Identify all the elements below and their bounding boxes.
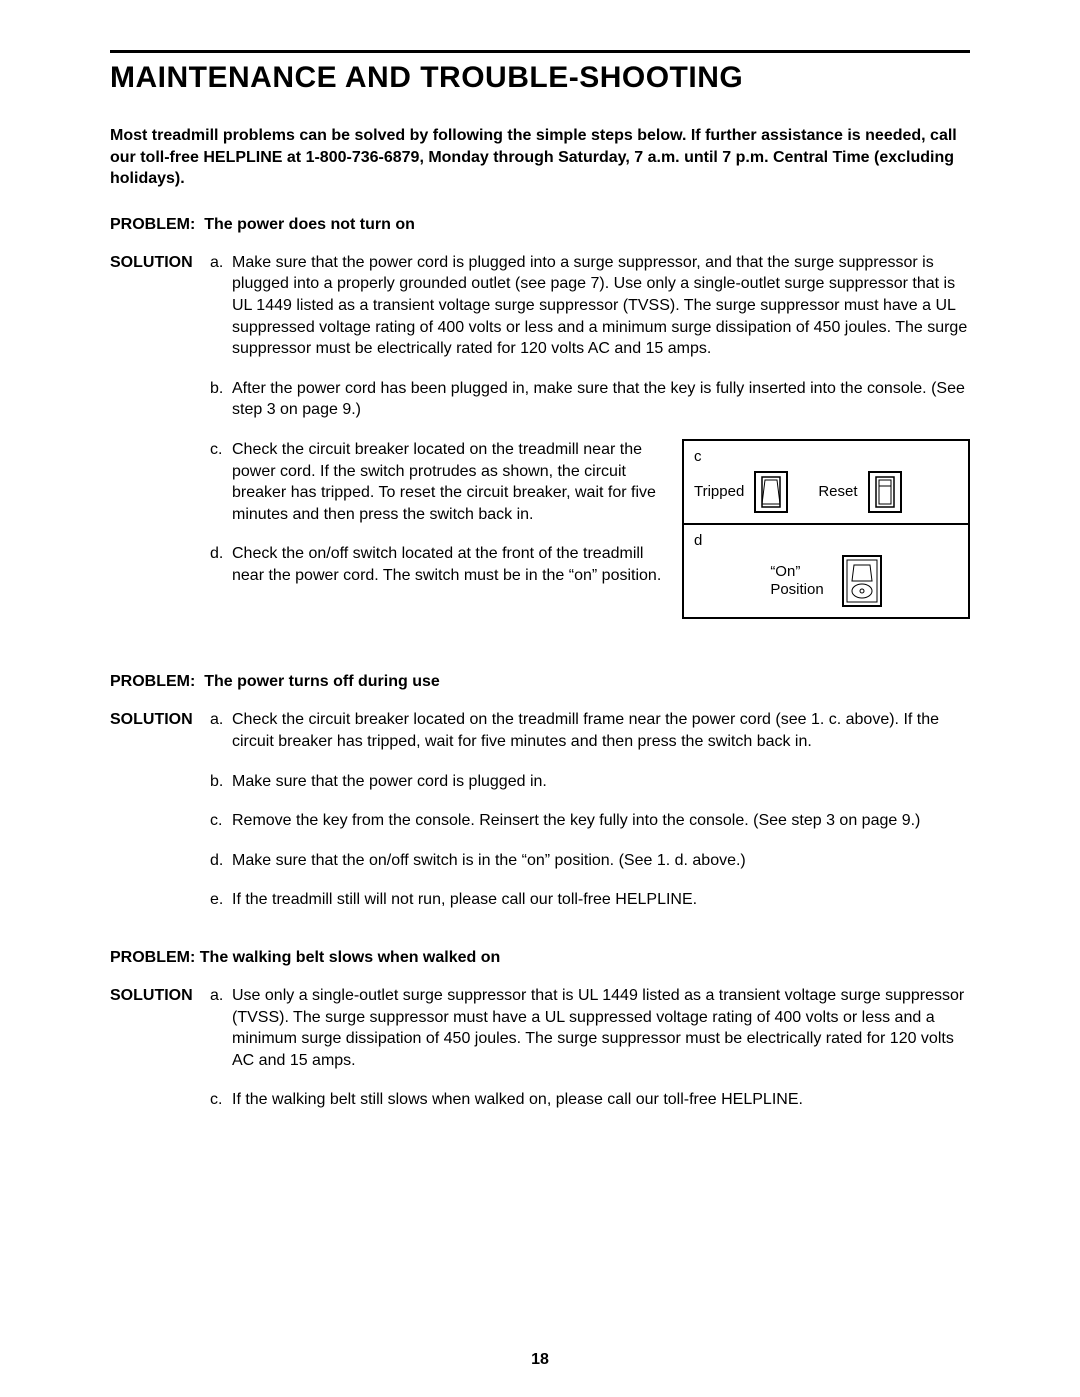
- solution-label: SOLUTION: [110, 985, 210, 1111]
- problem-text: The walking belt slows when walked on: [200, 949, 501, 966]
- p2-item-c: c. Remove the key from the console. Rein…: [210, 810, 970, 832]
- solution-label: SOLUTION: [110, 709, 210, 911]
- item-text: Check the circuit breaker located on the…: [232, 709, 970, 752]
- item-letter: a.: [210, 709, 232, 752]
- problem-3-heading: PROBLEM: The walking belt slows when wal…: [110, 949, 970, 967]
- top-rule: [110, 50, 970, 53]
- item-text: Remove the key from the console. Reinser…: [232, 810, 970, 832]
- p1-item-c: c. Check the circuit breaker located on …: [210, 439, 664, 525]
- item-letter: a.: [210, 252, 232, 360]
- reset-switch-icon: [868, 471, 902, 513]
- p2-item-d: d. Make sure that the on/off switch is i…: [210, 850, 970, 872]
- p1-item-b: b. After the power cord has been plugged…: [210, 378, 970, 421]
- solution-1: SOLUTION a. Make sure that the power cor…: [110, 252, 970, 620]
- problem-text: The power turns off during use: [204, 673, 440, 690]
- item-letter: a.: [210, 985, 232, 1071]
- problem-2-heading: PROBLEM: The power turns off during use: [110, 673, 970, 691]
- p3-item-a: a. Use only a single-outlet surge suppre…: [210, 985, 970, 1071]
- figure-d-label: d: [694, 531, 958, 551]
- on-switch-icon: [842, 555, 882, 607]
- p2-item-a: a. Check the circuit breaker located on …: [210, 709, 970, 752]
- p3-item-c: c. If the walking belt still slows when …: [210, 1089, 970, 1111]
- item-letter: c.: [210, 810, 232, 832]
- solution-label: SOLUTION: [110, 252, 210, 620]
- item-text: After the power cord has been plugged in…: [232, 378, 970, 421]
- item-letter: d.: [210, 543, 232, 586]
- p1-item-d: d. Check the on/off switch located at th…: [210, 543, 664, 586]
- problem-label: PROBLEM:: [110, 673, 195, 690]
- intro-paragraph: Most treadmill problems can be solved by…: [110, 125, 970, 190]
- problem-label: PROBLEM:: [110, 949, 195, 966]
- item-letter: c.: [210, 439, 232, 525]
- item-text: Make sure that the power cord is plugged…: [232, 771, 970, 793]
- page-number: 18: [0, 1351, 1080, 1369]
- p1-item-a: a. Make sure that the power cord is plug…: [210, 252, 970, 360]
- solution-3: SOLUTION a. Use only a single-outlet sur…: [110, 985, 970, 1111]
- item-letter: e.: [210, 889, 232, 911]
- item-letter: b.: [210, 771, 232, 793]
- item-text: Make sure that the power cord is plugged…: [232, 252, 970, 360]
- reset-label: Reset: [818, 483, 857, 501]
- problem-label: PROBLEM:: [110, 216, 195, 233]
- figure-c-label: c: [694, 447, 958, 467]
- solution-2: SOLUTION a. Check the circuit breaker lo…: [110, 709, 970, 911]
- tripped-switch-icon: [754, 471, 788, 513]
- circuit-breaker-figure: c Tripped Reset: [682, 439, 970, 620]
- on-position-label: “On” Position: [770, 563, 823, 599]
- item-text: Use only a single-outlet surge suppresso…: [232, 985, 970, 1071]
- problem-1-heading: PROBLEM: The power does not turn on: [110, 216, 970, 234]
- item-letter: d.: [210, 850, 232, 872]
- problem-text: The power does not turn on: [204, 216, 415, 233]
- item-text: Make sure that the on/off switch is in t…: [232, 850, 970, 872]
- item-text: If the treadmill still will not run, ple…: [232, 889, 970, 911]
- p2-item-e: e. If the treadmill still will not run, …: [210, 889, 970, 911]
- p2-item-b: b. Make sure that the power cord is plug…: [210, 771, 970, 793]
- tripped-label: Tripped: [694, 483, 744, 501]
- item-text: If the walking belt still slows when wal…: [232, 1089, 970, 1111]
- item-letter: b.: [210, 378, 232, 421]
- page-title: MAINTENANCE AND TROUBLE-SHOOTING: [110, 61, 970, 95]
- item-text: Check the on/off switch located at the f…: [232, 543, 664, 586]
- item-text: Check the circuit breaker located on the…: [232, 439, 664, 525]
- item-letter: c.: [210, 1089, 232, 1111]
